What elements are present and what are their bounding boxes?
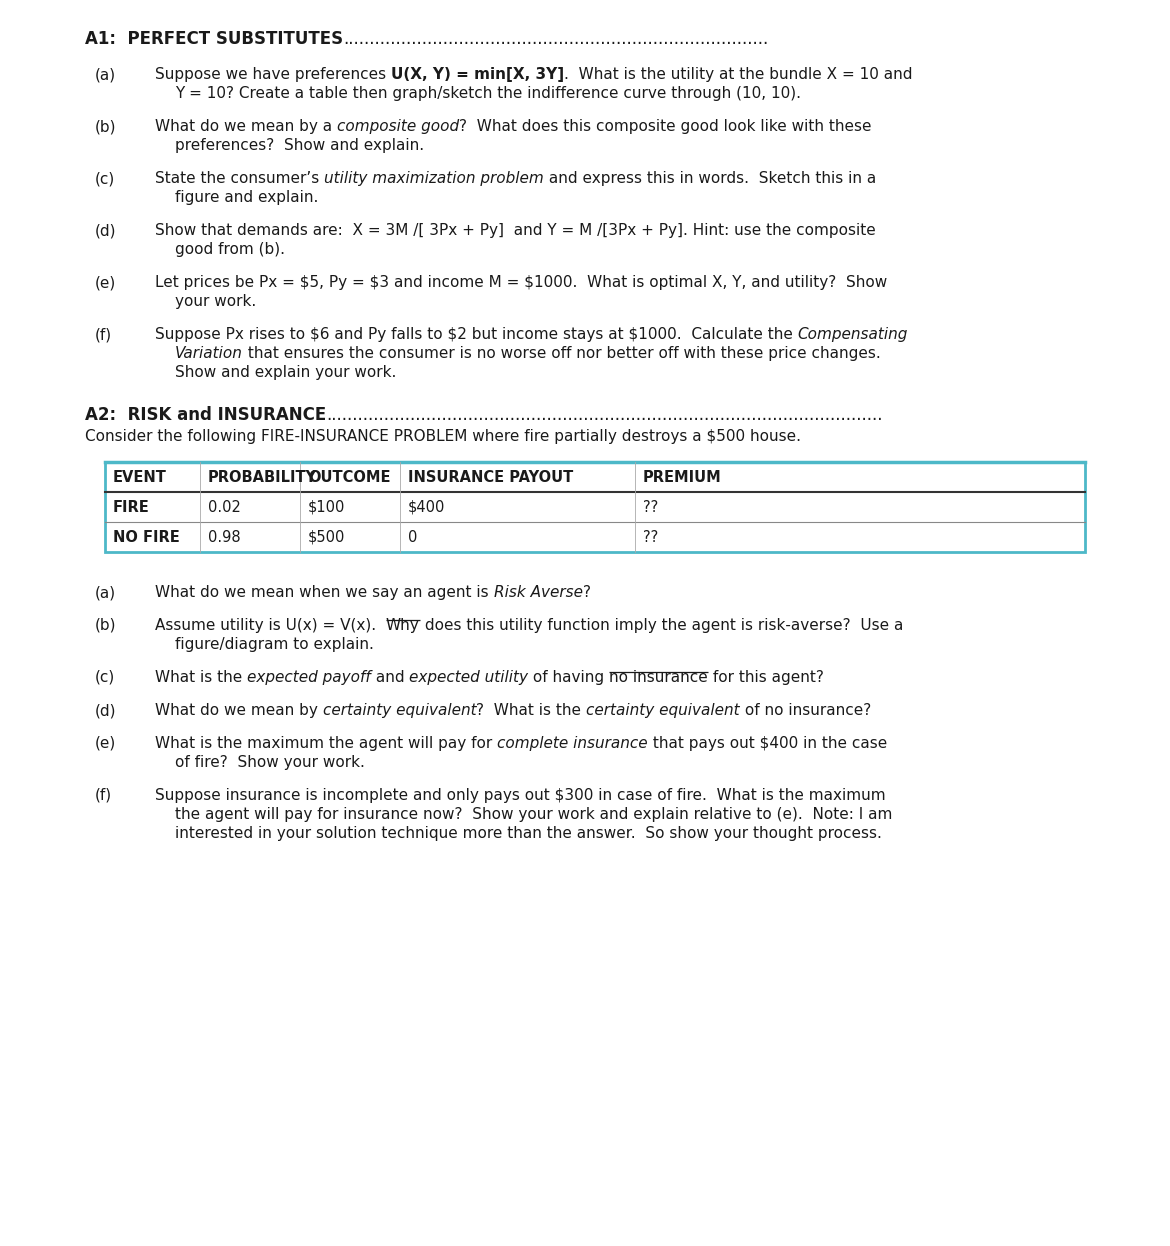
Text: $100: $100 [308,500,345,515]
Text: certainty equivalent: certainty equivalent [323,703,476,718]
Text: PREMIUM: PREMIUM [644,470,722,485]
Text: Compensating: Compensating [798,326,908,341]
Text: (e): (e) [95,275,116,290]
Text: A1:  PERFECT SUBSTITUTES: A1: PERFECT SUBSTITUTES [85,30,343,49]
Text: (d): (d) [95,703,117,718]
Text: certainty equivalent: certainty equivalent [586,703,739,718]
Text: no insurance: no insurance [610,670,708,685]
Text: Consider the following FIRE-INSURANCE PROBLEM where fire partially destroys a $5: Consider the following FIRE-INSURANCE PR… [85,429,801,444]
Text: State the consumer’s: State the consumer’s [154,171,324,186]
Text: that ensures the consumer is no worse off nor better off with these price change: that ensures the consumer is no worse of… [243,346,881,361]
Text: (e): (e) [95,736,116,751]
Text: your work.: your work. [176,294,256,309]
Text: interested in your solution technique more than the answer.  So show your though: interested in your solution technique mo… [176,826,882,841]
Text: and: and [371,670,409,685]
Text: .  What is the utility at the bundle X = 10 and: . What is the utility at the bundle X = … [564,67,913,82]
Text: ................................................................................: ........................................… [326,406,882,424]
Text: (c): (c) [95,670,116,685]
Text: figure/diagram to explain.: figure/diagram to explain. [176,637,374,652]
Text: (f): (f) [95,787,112,802]
Text: What do we mean by: What do we mean by [154,703,323,718]
Text: $500: $500 [308,530,345,545]
Text: What do we mean when we say an agent is: What do we mean when we say an agent is [154,586,494,601]
Text: PROBABILITY: PROBABILITY [208,470,317,485]
Text: What do we mean by a: What do we mean by a [154,120,337,135]
Text: Suppose insurance is incomplete and only pays out $300 in case of fire.  What is: Suppose insurance is incomplete and only… [154,787,886,802]
Text: Risk Averse: Risk Averse [494,586,583,601]
Text: figure and explain.: figure and explain. [176,189,318,206]
Text: 0: 0 [408,530,418,545]
Text: (a): (a) [95,586,116,601]
Text: Show that demands are:  X = 3M /[ 3Px + Py]  and Y = M /[3Px + Py]. Hint: use th: Show that demands are: X = 3M /[ 3Px + P… [154,223,876,238]
Text: $400: $400 [408,500,446,515]
Text: What is the maximum the agent will pay for: What is the maximum the agent will pay f… [154,736,497,751]
Text: A2:  RISK and INSURANCE: A2: RISK and INSURANCE [85,406,326,424]
Bar [105,462,1085,552]
Text: utility maximization problem: utility maximization problem [324,171,544,186]
Text: complete insurance: complete insurance [497,736,648,751]
Text: expected payoff: expected payoff [247,670,371,685]
Text: of no insurance?: of no insurance? [739,703,872,718]
Text: of fire?  Show your work.: of fire? Show your work. [176,755,365,770]
Text: ??: ?? [644,500,659,515]
Text: for this agent?: for this agent? [708,670,824,685]
Text: OUTCOME: OUTCOME [308,470,391,485]
Text: Let prices be Px = $5, Py = $3 and income M = $1000.  What is optimal X, Y, and : Let prices be Px = $5, Py = $3 and incom… [154,275,887,290]
Text: FIRE: FIRE [113,500,150,515]
Text: composite good: composite good [337,120,459,135]
Text: Assume utility is U(x) = V(x).: Assume utility is U(x) = V(x). [154,618,386,633]
Text: Why: Why [386,618,420,633]
Text: ?: ? [583,586,591,601]
Text: preferences?  Show and explain.: preferences? Show and explain. [176,138,424,153]
Text: ?  What is the: ? What is the [476,703,586,718]
Text: expected utility: expected utility [410,670,529,685]
Text: (b): (b) [95,120,117,135]
Text: What is the: What is the [154,670,247,685]
Text: EVENT: EVENT [113,470,167,485]
Text: the agent will pay for insurance now?  Show your work and explain relative to (e: the agent will pay for insurance now? Sh… [176,807,893,822]
Text: good from (b).: good from (b). [176,242,285,257]
Text: ??: ?? [644,530,659,545]
Text: Variation: Variation [176,346,243,361]
Text: INSURANCE PAYOUT: INSURANCE PAYOUT [408,470,573,485]
Text: (d): (d) [95,223,117,238]
Text: NO FIRE: NO FIRE [113,530,180,545]
Text: ................................................................................: ........................................… [343,30,769,49]
Text: Y = 10? Create a table then graph/sketch the indifference curve through (10, 10): Y = 10? Create a table then graph/sketch… [176,86,801,101]
Text: Suppose we have preferences: Suppose we have preferences [154,67,391,82]
Text: Show and explain your work.: Show and explain your work. [176,365,397,380]
Text: of having: of having [529,670,610,685]
Text: U(X, Y) = min[X, 3Y]: U(X, Y) = min[X, 3Y] [391,67,564,82]
Text: that pays out $400 in the case: that pays out $400 in the case [648,736,887,751]
Text: 0.98: 0.98 [208,530,241,545]
Text: (c): (c) [95,171,116,186]
Text: does this utility function imply the agent is risk-averse?  Use a: does this utility function imply the age… [420,618,903,633]
Text: Suppose Px rises to $6 and Py falls to $2 but income stays at $1000.  Calculate : Suppose Px rises to $6 and Py falls to $… [154,326,798,341]
Text: ?  What does this composite good look like with these: ? What does this composite good look lik… [459,120,872,135]
Text: (a): (a) [95,67,116,82]
Text: and express this in words.  Sketch this in a: and express this in words. Sketch this i… [544,171,876,186]
Text: (b): (b) [95,618,117,633]
Text: 0.02: 0.02 [208,500,241,515]
Text: (f): (f) [95,326,112,341]
